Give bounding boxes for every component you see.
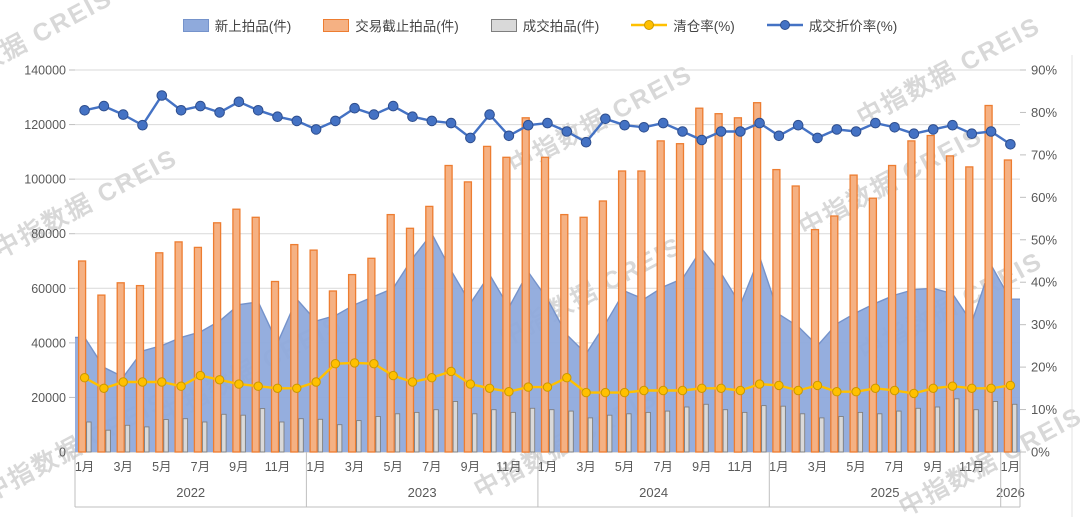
svg-text:3月: 3月 [345, 460, 364, 474]
svg-text:10%: 10% [1031, 402, 1057, 417]
svg-text:100000: 100000 [24, 173, 66, 187]
legend-swatch-icon [490, 18, 517, 32]
svg-text:7月: 7月 [191, 460, 210, 474]
legend-label: 新上拍品(件) [214, 19, 292, 34]
svg-text:9月: 9月 [923, 460, 942, 474]
svg-text:2025: 2025 [871, 485, 900, 500]
svg-text:0: 0 [59, 446, 66, 460]
svg-text:30%: 30% [1031, 317, 1057, 332]
svg-text:5月: 5月 [152, 460, 171, 474]
legend-item-3: 成交拍品(件) [490, 15, 600, 35]
svg-text:0%: 0% [1031, 445, 1050, 460]
legend-item-4: 清仓率(%) [631, 15, 735, 35]
svg-text:1月: 1月 [306, 460, 325, 474]
svg-text:80000: 80000 [31, 227, 66, 241]
chart-legend: 新上拍品(件) 交易截止拍品(件) 成交拍品(件) 清仓率(%) 成交折价率(%) [0, 13, 1080, 37]
svg-text:9月: 9月 [229, 460, 248, 474]
legend-swatch-icon [323, 18, 350, 32]
legend-label: 成交折价率(%) [808, 19, 898, 34]
svg-text:1月: 1月 [538, 460, 557, 474]
svg-text:11月: 11月 [496, 460, 521, 474]
x-axis: 1月 3月 5月 7月 9月 11月 2022 1月 3月 5月 7月 9月 11月 2023 1月 3月 5月… [74, 452, 1025, 508]
svg-text:2023: 2023 [408, 485, 437, 500]
svg-text:20%: 20% [1031, 360, 1057, 375]
legend-label: 成交拍品(件) [522, 19, 600, 34]
svg-text:70%: 70% [1031, 147, 1057, 162]
svg-text:1月: 1月 [769, 460, 788, 474]
svg-text:80%: 80% [1031, 105, 1057, 120]
svg-text:2024: 2024 [639, 485, 668, 500]
svg-text:2022: 2022 [176, 485, 205, 500]
svg-text:5月: 5月 [846, 460, 865, 474]
svg-text:140000: 140000 [24, 64, 66, 78]
svg-text:7月: 7月 [653, 460, 672, 474]
svg-text:2026: 2026 [996, 485, 1025, 500]
svg-text:7月: 7月 [422, 460, 441, 474]
svg-text:3月: 3月 [808, 460, 827, 474]
svg-text:7月: 7月 [885, 460, 904, 474]
svg-text:11月: 11月 [728, 460, 753, 474]
svg-text:11月: 11月 [265, 460, 290, 474]
svg-text:40000: 40000 [31, 336, 66, 350]
svg-text:3月: 3月 [576, 460, 595, 474]
svg-text:3月: 3月 [113, 460, 132, 474]
discount-rate-line [79, 90, 1016, 150]
y-axis-right: 0% 10% 20% 30% 40% 50% 60% 70% 80% 90% [1020, 63, 1057, 460]
svg-text:90%: 90% [1031, 63, 1057, 78]
legend-swatch-icon [182, 18, 209, 32]
svg-text:5月: 5月 [383, 460, 402, 474]
legend-label: 清仓率(%) [673, 19, 735, 34]
legend-item-5: 成交折价率(%) [766, 15, 898, 35]
sold-auction-bars [86, 398, 1018, 453]
svg-text:60%: 60% [1031, 190, 1057, 205]
legend-line-marker-icon [766, 20, 803, 30]
deadline-auction-bars [77, 102, 1013, 453]
svg-text:60000: 60000 [31, 282, 66, 296]
svg-text:1月: 1月 [75, 460, 94, 474]
legend-item-1: 新上拍品(件) [182, 15, 292, 35]
svg-text:9月: 9月 [461, 460, 480, 474]
legend-label: 交易截止拍品(件) [355, 19, 459, 34]
legend-item-2: 交易截止拍品(件) [323, 15, 459, 35]
y-axis-left: 0 20000 40000 60000 80000 100000 120000 140000 [24, 64, 75, 460]
svg-text:40%: 40% [1031, 275, 1057, 290]
svg-text:5月: 5月 [615, 460, 634, 474]
svg-text:9月: 9月 [692, 460, 711, 474]
clearance-rate-line [79, 358, 1016, 399]
legend-line-marker-icon [631, 20, 668, 30]
svg-text:50%: 50% [1031, 232, 1057, 247]
svg-text:1月: 1月 [1001, 460, 1020, 474]
svg-text:120000: 120000 [24, 118, 66, 132]
svg-text:11月: 11月 [959, 460, 984, 474]
svg-text:20000: 20000 [31, 391, 66, 405]
